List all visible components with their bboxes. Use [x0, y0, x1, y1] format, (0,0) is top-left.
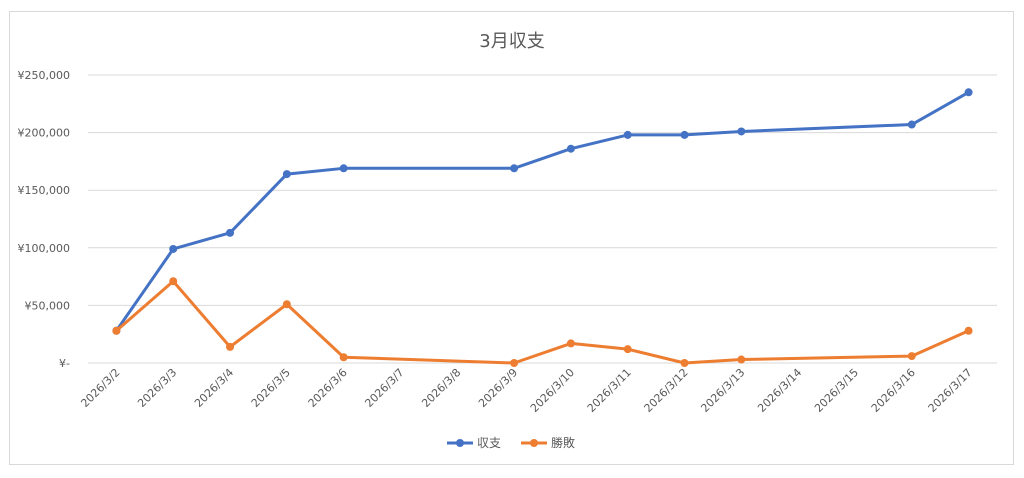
- chart-frame: [9, 11, 1014, 465]
- legend-marker: [530, 439, 538, 447]
- data-point: [169, 244, 178, 253]
- data-point: [566, 339, 575, 348]
- grid-layer: [88, 74, 997, 364]
- y-tick-label: ¥200,000: [18, 127, 71, 140]
- x-tick-label: 2026/3/6: [306, 366, 350, 410]
- series-line: [114, 90, 971, 333]
- data-point: [510, 359, 519, 367]
- data-point: [566, 144, 575, 153]
- data-point: [169, 277, 178, 286]
- data-point: [623, 130, 632, 139]
- x-tick-label: 2026/3/13: [698, 366, 747, 415]
- legend: 収支 勝敗: [447, 435, 575, 450]
- data-point: [680, 130, 689, 139]
- series-2: [112, 277, 973, 367]
- data-point: [226, 342, 235, 351]
- x-tick-label: 2026/3/4: [192, 366, 236, 410]
- x-tick-label: 2026/3/9: [476, 366, 520, 410]
- data-point: [112, 326, 121, 335]
- data-point: [964, 88, 973, 97]
- data-point: [339, 164, 348, 173]
- data-point: [226, 228, 235, 237]
- y-axis-ticks: ¥- ¥50,000 ¥100,000 ¥150,000 ¥200,000 ¥250,00…: [18, 69, 71, 370]
- data-point: [907, 120, 916, 129]
- x-tick-label: 2026/3/17: [926, 366, 975, 415]
- data-point: [339, 353, 348, 362]
- y-tick-label: ¥250,000: [18, 69, 71, 82]
- data-point: [737, 127, 746, 136]
- data-point: [907, 352, 916, 361]
- data-point: [680, 359, 689, 367]
- x-axis-ticks: 2026/3/2 2026/3/3 2026/3/4 2026/3/5 2026/3/6…: [78, 366, 974, 415]
- series-1: [112, 88, 973, 335]
- x-tick-label: 2026/3/14: [755, 366, 804, 415]
- series-line: [114, 279, 971, 365]
- data-point: [623, 345, 632, 354]
- data-point: [737, 355, 746, 364]
- x-tick-label: 2026/3/8: [419, 366, 463, 410]
- data-point: [964, 326, 973, 335]
- series-layer: [112, 88, 973, 367]
- data-point: [282, 300, 291, 309]
- x-tick-label: 2026/3/11: [585, 366, 634, 415]
- x-tick-label: 2026/3/10: [528, 366, 577, 415]
- x-tick-label: 2026/3/2: [78, 366, 122, 410]
- x-tick-label: 2026/3/7: [362, 366, 406, 410]
- x-tick-label: 2026/3/12: [642, 366, 691, 415]
- y-tick-label: ¥150,000: [18, 184, 71, 197]
- y-tick-label: ¥50,000: [25, 299, 71, 312]
- x-tick-label: 2026/3/15: [812, 366, 861, 415]
- y-tick-label: ¥-: [59, 357, 70, 370]
- legend-item: 収支: [447, 436, 501, 450]
- x-tick-label: 2026/3/16: [869, 366, 918, 415]
- legend-item: 勝敗: [521, 435, 575, 450]
- data-point: [510, 164, 519, 173]
- data-point: [282, 170, 291, 179]
- legend-marker: [456, 439, 464, 447]
- x-tick-label: 2026/3/5: [249, 366, 293, 410]
- legend-label: 収支: [477, 436, 501, 450]
- y-tick-label: ¥100,000: [18, 242, 71, 255]
- chart-title: 3月収支: [479, 31, 544, 52]
- legend-label: 勝敗: [551, 435, 575, 450]
- x-tick-label: 2026/3/3: [135, 366, 179, 410]
